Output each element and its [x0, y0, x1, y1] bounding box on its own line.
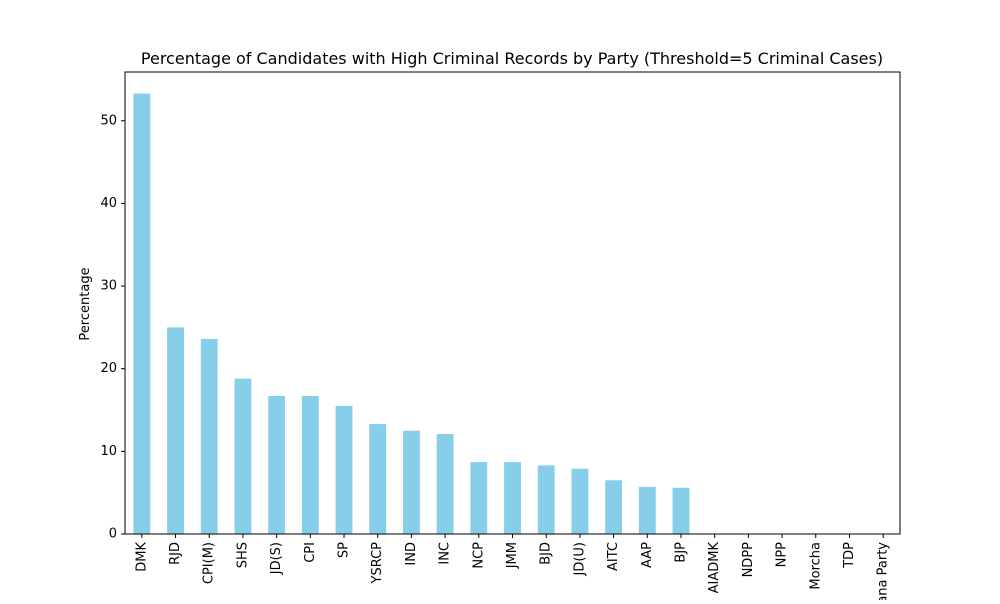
y-tick-label: 0	[109, 527, 117, 542]
y-tick-label: 50	[100, 113, 117, 128]
bar-cpi-m	[200, 338, 218, 534]
y-tick-label: 40	[100, 196, 117, 211]
bar-jd-u	[571, 468, 589, 534]
x-tick-label: JMM	[505, 542, 520, 569]
x-tick-label: SP	[337, 542, 352, 558]
x-tick-label: BJP	[673, 542, 688, 563]
x-axis: DMK RJD CPI(M) SHS JD(S) CPI SP YSRCP IND INC NCP J…	[134, 534, 891, 600]
x-tick-label: NPP	[775, 542, 790, 568]
y-tick-label: 30	[100, 279, 117, 294]
x-tick-label: CPI(M)	[202, 542, 217, 584]
chart-title: Percentage of Candidates with High Crimi…	[141, 49, 883, 68]
x-tick-label: NCP	[471, 542, 486, 569]
bar-jmm	[504, 462, 521, 534]
bar-ncp	[470, 462, 488, 534]
bar-bjd	[537, 465, 555, 534]
bar-ind	[402, 430, 420, 534]
x-tick-label: RJD	[168, 542, 183, 565]
bar-jd-s	[268, 395, 286, 534]
x-tick-label: DMK	[134, 542, 149, 572]
y-tick-label: 20	[100, 361, 117, 376]
y-axis-label: Percentage	[78, 267, 93, 340]
x-tick-label: NDPP	[741, 542, 756, 578]
x-tick-label: AIADMK	[707, 542, 722, 594]
bar-sp	[335, 405, 353, 534]
x-tick-label: Morcha	[808, 542, 823, 590]
x-tick-label: IND	[404, 542, 419, 566]
bar-cpi	[301, 395, 319, 534]
x-tick-label: SHS	[235, 542, 250, 568]
bars-group	[133, 93, 690, 535]
x-tick-label: AITC	[606, 542, 621, 571]
x-tick-label: INC	[438, 542, 453, 565]
bar-ysrcp	[369, 424, 387, 534]
bar-shs	[234, 378, 252, 534]
x-tick-label: AAP	[640, 542, 655, 568]
x-tick-label: JD(S)	[269, 542, 284, 575]
y-tick-label: 10	[100, 444, 117, 459]
bar-inc	[436, 434, 454, 534]
bar-aitc	[605, 480, 623, 534]
x-tick-label: TDP	[842, 542, 857, 569]
x-tick-label: Jana Party	[876, 542, 891, 600]
bar-dmk	[133, 93, 151, 535]
bar-bjp	[672, 487, 690, 534]
bar-aap	[638, 486, 656, 534]
x-tick-label: CPI	[303, 542, 318, 563]
y-axis: 0 10 20 30 40 50	[100, 113, 125, 542]
plot-frame	[124, 71, 901, 535]
x-tick-label: JD(U)	[572, 542, 587, 577]
x-tick-label: YSRCP	[370, 542, 385, 585]
bar-rjd	[167, 327, 184, 534]
x-tick-label: BJD	[539, 542, 554, 565]
